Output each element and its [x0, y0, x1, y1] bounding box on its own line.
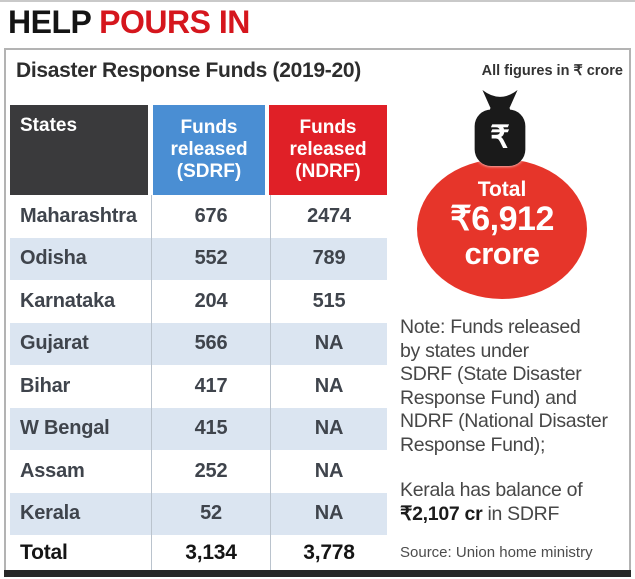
- table-row: Assam 252 NA: [10, 450, 387, 493]
- table-header: States Funds released (SDRF) Funds relea…: [10, 105, 387, 195]
- ndrf-cell: NA: [270, 407, 387, 450]
- total-label-cell: Total: [20, 540, 68, 564]
- kerala-note-suffix: in SDRF: [482, 503, 560, 525]
- ndrf-cell: 515: [270, 280, 387, 323]
- unit-note: All figures in ₹ crore: [481, 63, 623, 79]
- footnote-line: Response Fund);: [400, 433, 546, 456]
- table-row: W Bengal 415 NA: [10, 407, 387, 450]
- ndrf-cell: NA: [270, 365, 387, 408]
- state-cell: W Bengal: [20, 417, 110, 440]
- footnote-line: Response Fund) and: [400, 386, 577, 409]
- kerala-note-amount: ₹2,107 cr: [400, 503, 483, 525]
- sdrf-cell: 204: [151, 280, 270, 323]
- state-cell: Kerala: [20, 502, 80, 525]
- state-cell: Maharashtra: [20, 204, 137, 227]
- sdrf-cell: 417: [151, 365, 270, 408]
- table-row: Gujarat 566 NA: [10, 322, 387, 365]
- sdrf-cell: 52: [151, 492, 270, 535]
- page-title: HELP POURS IN: [8, 4, 250, 41]
- col-header-sdrf: Funds released (SDRF): [153, 105, 265, 195]
- kerala-balance-note: Kerala has balance of ₹2,107 cr in SDRF: [400, 478, 628, 526]
- col-header-ndrf: Funds released (NDRF): [269, 105, 387, 195]
- table-row: Kerala 52 NA: [10, 492, 387, 535]
- sdrf-cell: 566: [151, 322, 270, 365]
- state-cell: Bihar: [20, 374, 71, 397]
- infographic-box: Disaster Response Funds (2019-20) All fi…: [4, 48, 631, 577]
- total-sdrf-cell: 3,134: [151, 535, 270, 570]
- total-badge-label: Total: [477, 178, 527, 201]
- total-ndrf-cell: 3,778: [270, 535, 387, 570]
- table-row: Bihar 417 NA: [10, 365, 387, 408]
- state-cell: Odisha: [20, 247, 87, 270]
- source-credit: Source: Union home ministry: [400, 544, 593, 561]
- footnote-line: by states under: [400, 339, 529, 362]
- ndrf-cell: NA: [270, 322, 387, 365]
- table-body: Maharashtra 676 2474 Odisha 552 789 Karn…: [10, 195, 387, 570]
- table-row: Odisha 552 789: [10, 237, 387, 280]
- bottom-rule: [4, 570, 631, 577]
- title-red: POURS IN: [99, 4, 250, 40]
- sdrf-cell: 252: [151, 450, 270, 493]
- state-cell: Assam: [20, 459, 85, 482]
- sdrf-cell: 415: [151, 407, 270, 450]
- rupee-icon: ₹: [490, 120, 510, 155]
- sdrf-cell: 676: [151, 195, 270, 238]
- title-black: HELP: [8, 4, 91, 40]
- money-bag-icon: ₹: [474, 90, 526, 167]
- ndrf-cell: 789: [270, 237, 387, 280]
- kerala-note-text: Kerala has balance of: [400, 479, 583, 501]
- ndrf-cell: NA: [270, 492, 387, 535]
- footnote-line: Note: Funds released: [400, 316, 581, 338]
- ndrf-cell: 2474: [270, 195, 387, 238]
- table-row: Maharashtra 676 2474: [10, 195, 387, 238]
- sdrf-cell: 552: [151, 237, 270, 280]
- table-total-row: Total 3,134 3,778: [10, 535, 387, 570]
- footnote-line: NDRF (National Disaster: [400, 410, 608, 433]
- table-row: Karnataka 204 515: [10, 280, 387, 323]
- state-cell: Karnataka: [20, 289, 115, 312]
- footnote-line: SDRF (State Disaster: [400, 363, 582, 386]
- ndrf-cell: NA: [270, 450, 387, 493]
- top-rule: [0, 0, 635, 2]
- total-badge-unit: crore: [464, 236, 540, 271]
- total-badge-amount: ₹6,912: [450, 200, 554, 238]
- footnote: Note: Funds released by states under SDR…: [400, 316, 628, 458]
- col-header-states: States: [10, 105, 148, 195]
- total-badge: Total ₹6,912 crore: [417, 159, 587, 299]
- state-cell: Gujarat: [20, 332, 89, 355]
- chart-heading: Disaster Response Funds (2019-20): [16, 59, 361, 82]
